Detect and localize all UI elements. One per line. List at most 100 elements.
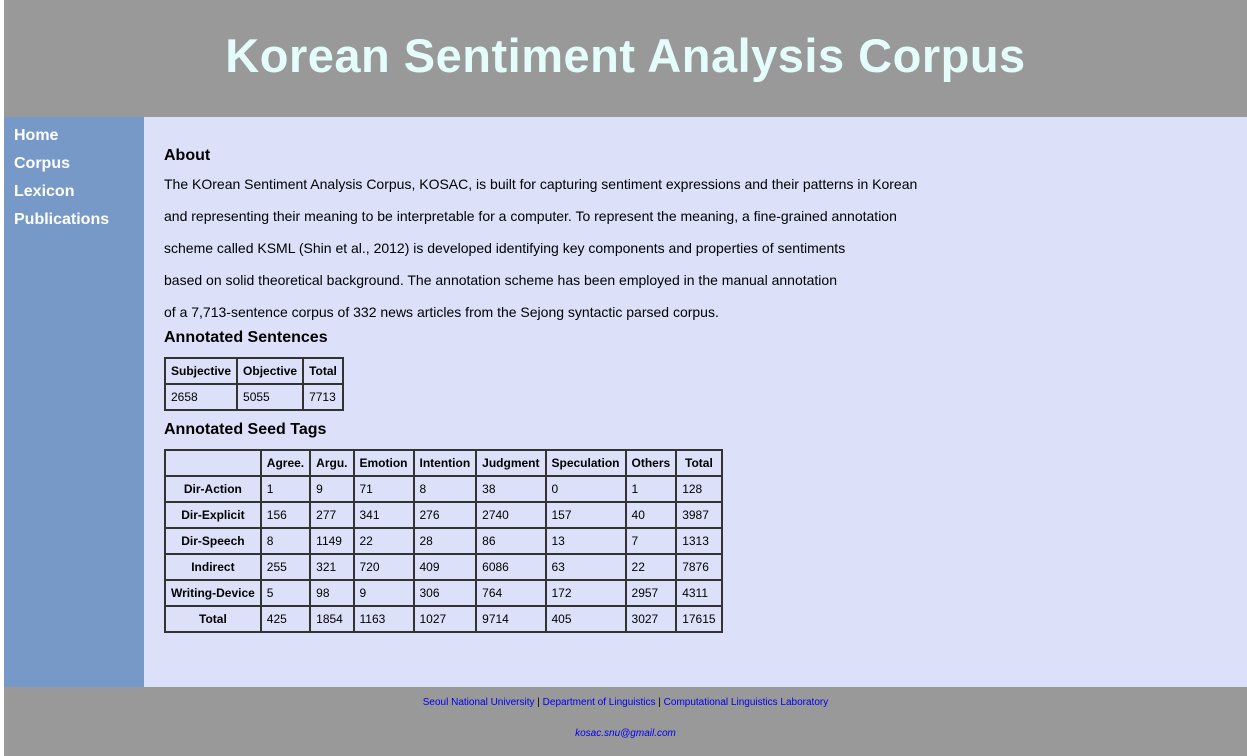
table-cell: 98 [310, 580, 354, 606]
footer-separator: | [658, 697, 661, 708]
table-cell: 1854 [310, 606, 354, 632]
table-cell: 1027 [413, 606, 477, 632]
column-header: Others [625, 450, 677, 476]
row-header: Dir-Action [165, 476, 261, 502]
table-cell: 71 [353, 476, 414, 502]
table-cell: 8 [413, 476, 477, 502]
table-row: 2658 5055 7713 [165, 384, 343, 410]
table-cell: 9 [310, 476, 354, 502]
table-cell: 0 [545, 476, 626, 502]
table-cell: 3987 [676, 502, 722, 528]
table-cell: 38 [476, 476, 546, 502]
site-header: Korean Sentiment Analysis Corpus [4, 0, 1247, 117]
table-cell: 2740 [476, 502, 546, 528]
nav-link-lexicon[interactable]: Lexicon [14, 183, 75, 200]
table-cell: 63 [545, 554, 626, 580]
table-header-row: Subjective Objective Total [165, 358, 343, 384]
about-text-line-5: of a 7,713-sentence corpus of 332 news a… [164, 304, 719, 320]
table-row: Dir-Action 1 9 71 8 38 0 1 128 [165, 476, 722, 502]
table-cell: 1149 [310, 528, 354, 554]
email-link[interactable]: kosac.snu@gmail.com [575, 728, 676, 739]
nav-link-home[interactable]: Home [14, 127, 59, 144]
footer-link-linguistics[interactable]: Department of Linguistics [542, 697, 656, 708]
row-header: Indirect [165, 554, 261, 580]
row-header: Writing-Device [165, 580, 261, 606]
table-cell: 409 [413, 554, 477, 580]
table-cell: 13 [545, 528, 626, 554]
table-cell: 17615 [676, 606, 722, 632]
annotated-sentences-table: Subjective Objective Total 2658 5055 771… [164, 357, 344, 411]
footer-link-cl-lab[interactable]: Computational Linguistics Laboratory [663, 697, 829, 708]
table-cell: 321 [310, 554, 354, 580]
table-cell: 157 [545, 502, 626, 528]
table-cell: 6086 [476, 554, 546, 580]
about-text-line-2: and representing their meaning to be int… [164, 208, 897, 224]
table-cell: 172 [545, 580, 626, 606]
column-header: Emotion [353, 450, 414, 476]
table-cell: 2658 [165, 384, 238, 410]
table-cell: 4311 [676, 580, 722, 606]
table-cell: 5 [260, 580, 311, 606]
nav-link-publications[interactable]: Publications [14, 211, 110, 228]
table-cell: 7713 [303, 384, 343, 410]
site-title: Korean Sentiment Analysis Corpus [225, 29, 1026, 82]
table-cell: 341 [353, 502, 414, 528]
table-cell: 5055 [237, 384, 304, 410]
nav-link-corpus[interactable]: Corpus [14, 155, 70, 172]
table-row: Indirect 255 321 720 409 6086 63 22 7876 [165, 554, 722, 580]
table-cell: 22 [353, 528, 414, 554]
row-header: Dir-Speech [165, 528, 261, 554]
table-cell: 3027 [625, 606, 677, 632]
table-cell: 276 [413, 502, 477, 528]
table-row: Total 425 1854 1163 1027 9714 405 3027 17615 [165, 606, 722, 632]
column-header: Intention [413, 450, 477, 476]
annotated-sentences-heading: Annotated Sentences [164, 329, 328, 346]
table-cell: 405 [545, 606, 626, 632]
table-cell: 9 [353, 580, 414, 606]
about-text-line-1: The KOrean Sentiment Analysis Corpus, KO… [164, 176, 918, 192]
site-footer: Seoul National University | Department o… [4, 687, 1247, 756]
table-cell: 277 [310, 502, 354, 528]
about-text-line-4: based on solid theoretical background. T… [164, 272, 837, 288]
column-header: Objective [237, 358, 304, 384]
table-cell: 28 [413, 528, 477, 554]
table-cell: 1 [260, 476, 311, 502]
table-cell: 8 [260, 528, 311, 554]
annotated-seed-tags-table: Agree. Argu. Emotion Intention Judgment Specu… [164, 449, 723, 633]
table-header-row: Agree. Argu. Emotion Intention Judgment Specu… [165, 450, 722, 476]
table-cell: 128 [676, 476, 722, 502]
table-cell: 2957 [625, 580, 677, 606]
table-cell: 40 [625, 502, 677, 528]
table-cell: 764 [476, 580, 546, 606]
table-cell: 425 [260, 606, 311, 632]
table-cell: 306 [413, 580, 477, 606]
main-content: About The KOrean Sentiment Analysis Corp… [144, 117, 1247, 687]
table-cell: 1163 [353, 606, 414, 632]
table-cell: 1313 [676, 528, 722, 554]
page: Korean Sentiment Analysis Corpus Home Co… [4, 0, 1247, 756]
table-row: Dir-Speech 8 1149 22 28 86 13 7 1313 [165, 528, 722, 554]
column-header: Judgment [476, 450, 546, 476]
table-cell: 9714 [476, 606, 546, 632]
footer-email-line: kosac.snu@gmail.com [4, 728, 1247, 739]
column-header: Total [676, 450, 722, 476]
column-header: Agree. [260, 450, 311, 476]
about-text-line-3: scheme called KSML (Shin et al., 2012) i… [164, 240, 846, 256]
table-row: Writing-Device 5 98 9 306 764 172 2957 4311 [165, 580, 722, 606]
column-header: Speculation [545, 450, 626, 476]
table-cell: 7876 [676, 554, 722, 580]
row-header: Total [165, 606, 261, 632]
sidebar-nav: Home Corpus Lexicon Publications [4, 117, 144, 687]
about-heading: About [164, 147, 211, 164]
annotated-seed-tags-heading: Annotated Seed Tags [164, 421, 327, 438]
column-header: Argu. [310, 450, 354, 476]
corner-header-cell [165, 450, 261, 476]
footer-link-snu[interactable]: Seoul National University [422, 697, 535, 708]
row-header: Dir-Explicit [165, 502, 261, 528]
table-cell: 720 [353, 554, 414, 580]
table-cell: 255 [260, 554, 311, 580]
table-cell: 1 [625, 476, 677, 502]
table-cell: 22 [625, 554, 677, 580]
table-cell: 86 [476, 528, 546, 554]
column-header: Subjective [165, 358, 238, 384]
